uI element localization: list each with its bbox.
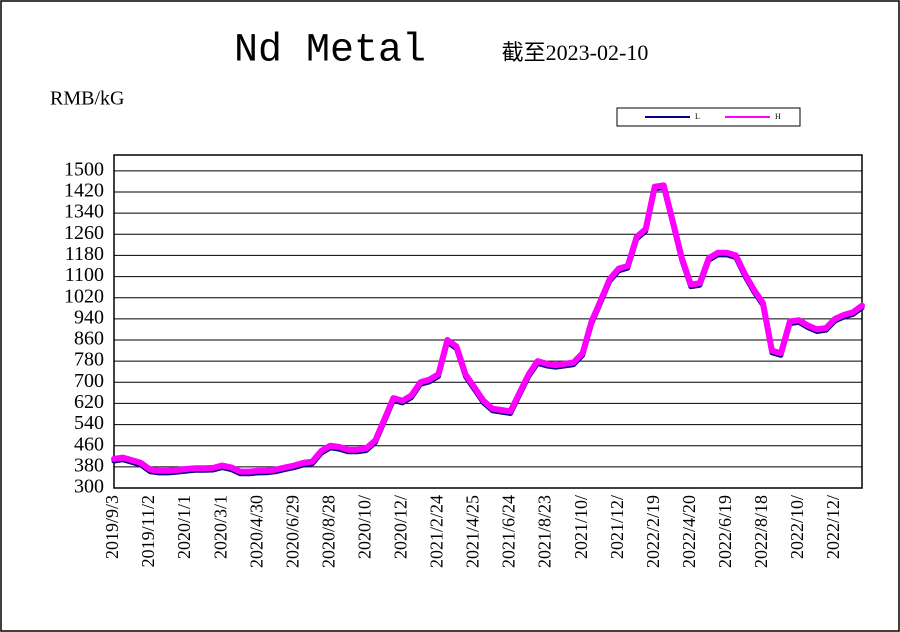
x-tick-label: 2021/10/ <box>571 495 591 559</box>
x-tick-label: 2021/2/24 <box>427 495 447 568</box>
y-tick-label: 700 <box>74 370 104 392</box>
x-tick-label: 2021/4/25 <box>463 495 483 568</box>
x-tick-label: 2019/11/2 <box>138 495 158 567</box>
x-tick-label: 2020/12/ <box>391 495 411 559</box>
x-tick-label: 2019/9/3 <box>102 495 122 559</box>
y-tick-label: 940 <box>74 306 104 328</box>
x-tick-label: 2021/6/24 <box>499 495 519 568</box>
chart-title: Nd Metal <box>234 29 426 74</box>
y-tick-label: 860 <box>74 328 104 350</box>
y-tick-label: 780 <box>74 349 104 371</box>
legend-label: H <box>775 112 781 121</box>
x-tick-label: 2020/6/29 <box>282 495 302 568</box>
y-tick-label: 1340 <box>64 201 104 223</box>
y-tick-label: 460 <box>74 433 104 455</box>
legend-label: L <box>695 112 700 121</box>
y-tick-label: 1260 <box>64 222 104 244</box>
x-tick-label: 2022/8/18 <box>751 495 771 568</box>
x-tick-label: 2022/12/ <box>823 495 843 559</box>
y-tick-label: 620 <box>74 391 104 413</box>
y-tick-label: 1180 <box>65 243 104 265</box>
y-tick-label: 1420 <box>64 180 104 202</box>
x-tick-label: 2021/12/ <box>607 495 627 559</box>
y-tick-label: 1100 <box>65 264 104 286</box>
x-tick-label: 2021/8/23 <box>535 495 555 568</box>
x-tick-label: 2020/3/1 <box>210 495 230 559</box>
y-tick-label: 300 <box>74 476 104 498</box>
x-tick-label: 2022/2/19 <box>643 495 663 568</box>
chart-subtitle: 截至2023-02-10 <box>502 40 649 65</box>
x-tick-label: 2020/8/28 <box>318 495 338 568</box>
series-line <box>111 182 865 475</box>
y-tick-label: 1500 <box>64 158 104 180</box>
x-tick-label: 2020/4/30 <box>246 495 266 568</box>
x-tick-label: 2022/6/19 <box>715 495 735 568</box>
y-tick-label: 1020 <box>64 285 104 307</box>
y-axis-label: RMB/kG <box>50 88 124 110</box>
legend <box>616 107 801 127</box>
x-tick-label: 2022/4/20 <box>679 495 699 568</box>
y-tick-label: 540 <box>74 412 104 434</box>
x-tick-label: 2020/10/ <box>354 495 374 559</box>
x-tick-label: 2022/10/ <box>787 495 807 559</box>
y-tick-label: 380 <box>74 454 104 476</box>
x-tick-label: 2020/1/1 <box>174 495 194 559</box>
